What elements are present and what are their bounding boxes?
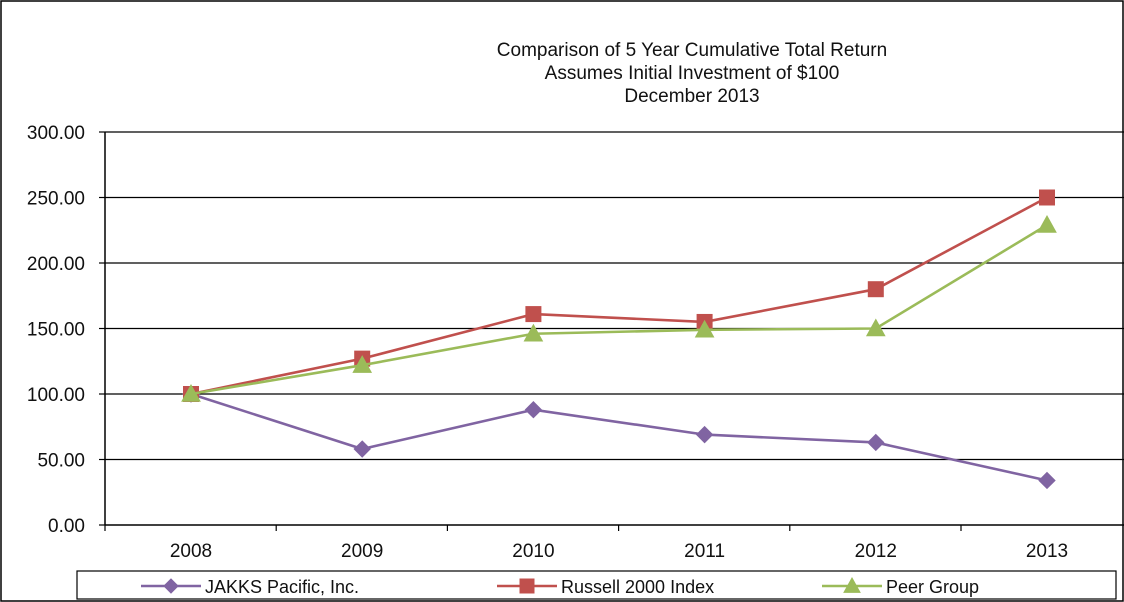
y-tick-label: 100.00 (27, 385, 85, 406)
chart-title-line-2: Assumes Initial Investment of $100 (545, 63, 840, 84)
x-tick-label: 2011 (684, 541, 725, 562)
series-lines (181, 189, 1057, 490)
y-tick-label: 50.00 (37, 451, 85, 472)
series-line (190, 223, 1048, 396)
series-jakks-pacific-inc (182, 385, 1056, 490)
y-tick-label: 300.00 (27, 123, 85, 144)
legend-item: Russell 2000 Index (497, 577, 714, 597)
y-tick-label: 200.00 (27, 254, 85, 275)
legend-box (76, 570, 1117, 600)
data-point-marker (865, 318, 886, 337)
y-axis-tick-labels: 0.00 50.00 100.00 150.00 200.00 250.00 300.00 (27, 123, 85, 537)
gridlines (105, 131, 1124, 461)
legend-item: JAKKS Pacific, Inc. (141, 577, 359, 597)
chart-title-line-3: December 2013 (624, 86, 759, 107)
data-point-marker (1039, 189, 1055, 206)
data-point-marker (524, 401, 543, 419)
data-point-marker (867, 281, 884, 298)
data-point-marker (353, 440, 371, 458)
y-tick-label: 0.00 (48, 516, 85, 537)
x-tick-label: 2012 (855, 541, 897, 562)
legend-marker-swatch (843, 576, 861, 593)
axes (99, 131, 1124, 531)
legend-label: Peer Group (886, 577, 979, 597)
data-point-marker (1038, 471, 1056, 490)
data-point-marker (694, 319, 715, 338)
x-axis-tick-labels: 2008 2009 2010 2011 2012 2013 (170, 541, 1068, 562)
legend-item: Peer Group (822, 576, 979, 597)
data-point-marker (523, 323, 544, 342)
legend-label: JAKKS Pacific, Inc. (205, 577, 359, 597)
data-point-marker (181, 383, 201, 402)
data-point-marker (352, 355, 373, 373)
series-russell-2000-index (183, 189, 1055, 402)
x-tick-label: 2013 (1026, 541, 1068, 562)
series-peer-group (181, 214, 1057, 402)
chart-title: Comparison of 5 Year Cumulative Total Re… (497, 40, 887, 107)
x-tick-label: 2010 (512, 541, 554, 562)
legend-marker-swatch (519, 578, 535, 594)
y-tick-label: 250.00 (27, 189, 85, 210)
legend: JAKKS Pacific, Inc. Russell 2000 Index Pee… (76, 570, 1117, 600)
legend-marker-swatch (163, 578, 179, 594)
x-tick-label: 2008 (170, 541, 212, 562)
legend-label: Russell 2000 Index (561, 577, 714, 597)
data-point-marker (867, 433, 885, 452)
series-line (190, 392, 1048, 482)
series-line (190, 196, 1048, 396)
x-tick-label: 2009 (341, 541, 383, 562)
y-tick-label: 150.00 (27, 320, 85, 341)
chart-title-line-1: Comparison of 5 Year Cumulative Total Re… (497, 40, 887, 61)
data-point-marker (1037, 214, 1057, 233)
data-point-marker (695, 425, 714, 444)
data-point-marker (525, 306, 542, 323)
